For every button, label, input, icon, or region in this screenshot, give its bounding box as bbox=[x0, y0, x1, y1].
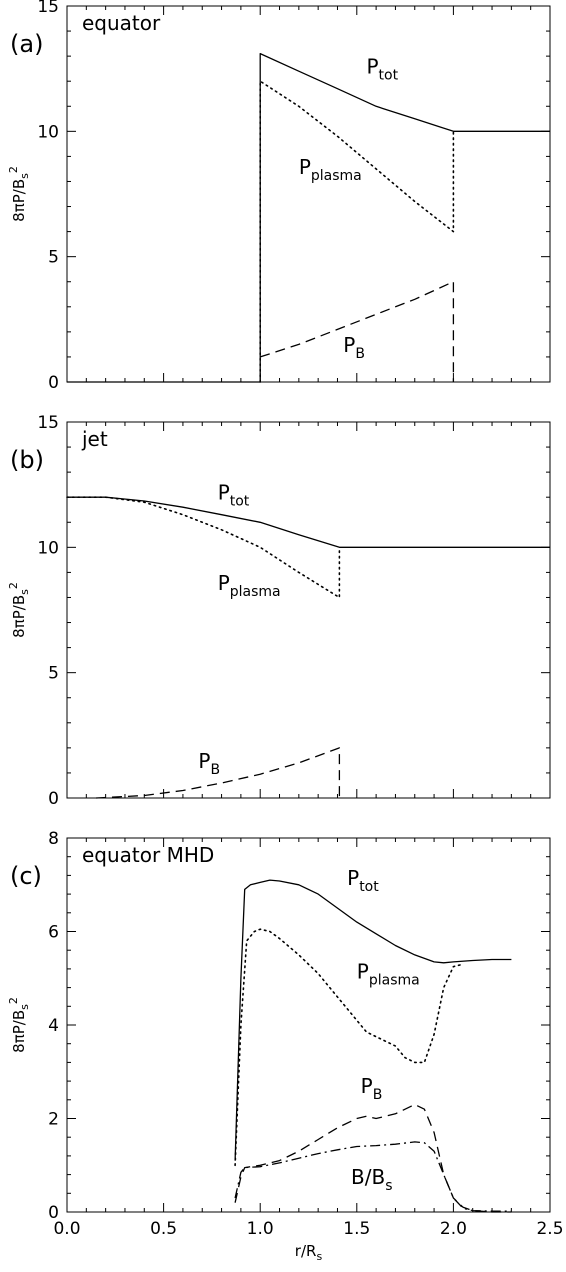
panel-3-ylabel: 8πP/Bs2 bbox=[7, 997, 31, 1053]
panel-1-tag: (a) bbox=[10, 30, 43, 58]
panel-2-series-p-tot bbox=[67, 496, 550, 548]
panel-1-annotation-p-b: PB bbox=[343, 333, 365, 362]
panel-1: 0 5 10 15 (a) equator Ptot Pplasma PB 8πP/Bs2 bbox=[7, 0, 551, 393]
panel-1-ytick-label: 15 bbox=[37, 0, 59, 17]
panel-3-xtick-label: 0.5 bbox=[150, 1219, 177, 1239]
panel-2-annotation-p-b: PB bbox=[198, 749, 220, 778]
panel-3-series-p-b bbox=[234, 1103, 512, 1213]
panel-3-ytick-label: 6 bbox=[48, 923, 59, 943]
panel-1-ylabel: 8πP/Bs2 bbox=[7, 166, 31, 222]
panel-3-tag: (c) bbox=[10, 862, 42, 890]
panel-3-annotation-p-b: PB bbox=[361, 1074, 383, 1103]
panel-2-ylabel: 8πP/Bs2 bbox=[7, 582, 31, 638]
panel-1-plot-frame bbox=[66, 5, 551, 383]
panel-3-title: equator MHD bbox=[82, 843, 214, 867]
panel-1-series-p-tot bbox=[67, 52, 550, 383]
panel-1-series-p-plasma bbox=[259, 80, 455, 383]
panel-3-ytick-label: 0 bbox=[48, 1203, 59, 1223]
panel-2-series-p-plasma bbox=[66, 496, 341, 599]
panel-3-xtick-label: 0.0 bbox=[53, 1219, 80, 1239]
panel-1-ytick-label: 0 bbox=[48, 373, 59, 393]
panel-3-xtick-label: 1.5 bbox=[343, 1219, 370, 1239]
panel-2-ytick-label: 15 bbox=[37, 413, 59, 433]
panel-2: 0 5 10 15 (b) jet Ptot Pplasma PB 8πP/Bs2 bbox=[7, 413, 551, 809]
panel-1-annotation-p-tot: Ptot bbox=[366, 55, 398, 84]
panel-1-annotation-p-plasma: Pplasma bbox=[299, 155, 362, 184]
panel-3-series-b-b-s bbox=[234, 1141, 512, 1212]
panel-3-ytick-label: 8 bbox=[48, 829, 59, 849]
panel-1-series-p-b bbox=[259, 281, 455, 382]
panel-3-xlabel: r/Rs bbox=[295, 1242, 323, 1263]
panel-3-annotation-b-b-s: B/Bs bbox=[351, 1165, 392, 1194]
panel-2-series-p-b bbox=[95, 747, 341, 799]
panel-3-series-p-plasma bbox=[234, 928, 464, 1167]
panel-1-title: equator bbox=[82, 11, 161, 35]
panel-2-ytick-label: 10 bbox=[37, 538, 59, 558]
panel-1-ytick-label: 10 bbox=[37, 122, 59, 142]
panel-2-annotation-p-plasma: Pplasma bbox=[218, 571, 281, 600]
panel-2-ytick-label: 0 bbox=[48, 789, 59, 809]
panel-3-ytick-label: 4 bbox=[48, 1016, 59, 1036]
panel-2-title: jet bbox=[81, 427, 108, 451]
panel-2-annotation-p-tot: Ptot bbox=[218, 481, 250, 510]
panel-3-xtick-label: 2.5 bbox=[536, 1219, 563, 1239]
panel-3-ytick-label: 2 bbox=[48, 1110, 59, 1130]
panel-1-ytick-label: 5 bbox=[48, 248, 59, 268]
panel-2-ytick-label: 5 bbox=[48, 664, 59, 684]
panel-3-annotation-p-tot: Ptot bbox=[347, 866, 379, 895]
panel-3-series-p-tot bbox=[234, 879, 512, 1161]
panel-3: 0 2 4 6 8 0.0 0.5 1.0 1.5 2.0 2.5 (c) equator MHD Pto… bbox=[7, 829, 564, 1263]
panel-3-xtick-label: 1.0 bbox=[247, 1219, 274, 1239]
panel-3-plot-frame bbox=[66, 837, 551, 1213]
panel-2-plot-frame bbox=[66, 421, 551, 799]
panel-2-tag: (b) bbox=[10, 446, 44, 474]
panel-3-xtick-label: 2.0 bbox=[440, 1219, 467, 1239]
panel-3-annotation-p-plasma: Pplasma bbox=[357, 959, 420, 988]
